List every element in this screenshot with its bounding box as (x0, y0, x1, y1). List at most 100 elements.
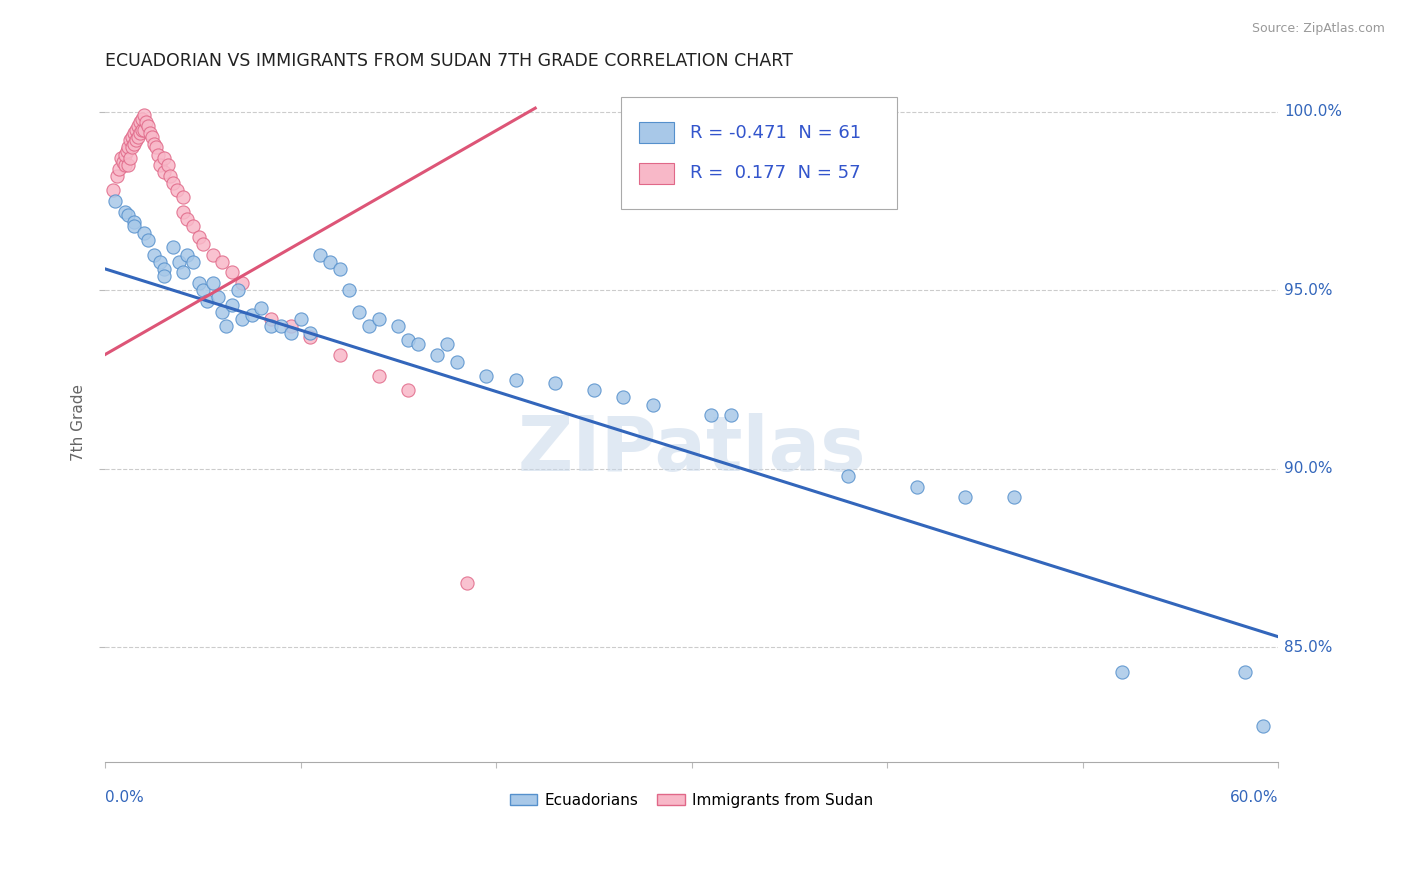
Point (191, 236, 214, 251)
Point (114, 147, 136, 161)
Point (955, 491, 977, 505)
Point (211, 304, 233, 318)
Point (120, 133, 142, 147)
Text: Source: ZipAtlas.com: Source: ZipAtlas.com (1251, 22, 1385, 36)
Point (231, 311, 253, 326)
Point (136, 233, 159, 247)
Point (211, 254, 233, 268)
Point (195, 293, 218, 308)
Point (132, 108, 155, 122)
Point (1111, 665, 1133, 680)
Point (146, 147, 169, 161)
Point (357, 318, 380, 333)
Point (132, 122, 155, 136)
Text: 90.0%: 90.0% (1284, 461, 1333, 476)
Point (339, 283, 361, 297)
Point (162, 176, 184, 190)
Point (176, 247, 198, 261)
Point (221, 297, 243, 311)
Point (131, 122, 153, 136)
Text: 95.0%: 95.0% (1284, 283, 1333, 298)
Text: ZIPatlas: ZIPatlas (517, 413, 866, 487)
Point (142, 247, 165, 261)
Point (201, 276, 224, 290)
Point (152, 268, 174, 283)
Point (641, 398, 664, 412)
Point (117, 208, 139, 222)
Point (367, 311, 389, 326)
Point (127, 119, 149, 133)
Point (172, 265, 194, 279)
Point (201, 247, 224, 261)
Point (159, 169, 181, 183)
Bar (638, 163, 673, 184)
Point (436, 337, 458, 351)
Point (290, 311, 312, 326)
Point (105, 169, 128, 183)
Legend: Ecuadorians, Immigrants from Sudan: Ecuadorians, Immigrants from Sudan (503, 787, 880, 814)
Text: 0.0%: 0.0% (105, 789, 143, 805)
Point (309, 247, 332, 261)
Point (172, 190, 194, 204)
Point (139, 126, 162, 140)
Point (1002, 491, 1025, 505)
Point (280, 326, 302, 340)
Point (299, 329, 322, 343)
Point (700, 409, 723, 423)
Point (117, 140, 139, 154)
Text: 85.0%: 85.0% (1284, 640, 1333, 655)
Point (132, 226, 155, 240)
Point (115, 144, 138, 158)
Point (187, 229, 209, 244)
Point (121, 140, 143, 154)
Point (905, 480, 928, 494)
Point (1234, 665, 1257, 680)
Point (104, 194, 127, 208)
Point (142, 136, 165, 151)
Text: 60.0%: 60.0% (1230, 789, 1278, 805)
Point (387, 318, 409, 333)
Point (240, 308, 263, 322)
Point (505, 373, 527, 387)
Point (121, 129, 143, 144)
Point (191, 283, 214, 297)
Point (127, 129, 149, 144)
Point (176, 211, 198, 226)
Point (124, 126, 146, 140)
Point (152, 151, 174, 165)
Point (149, 158, 172, 172)
Point (299, 326, 322, 340)
Point (396, 384, 419, 398)
Point (114, 204, 136, 219)
Point (110, 151, 132, 165)
Point (166, 183, 188, 197)
Point (582, 384, 605, 398)
Point (406, 337, 429, 351)
Text: ECUADORIAN VS IMMIGRANTS FROM SUDAN 7TH GRADE CORRELATION CHART: ECUADORIAN VS IMMIGRANTS FROM SUDAN 7TH … (105, 53, 793, 70)
Point (114, 158, 136, 172)
Y-axis label: 7th Grade: 7th Grade (72, 384, 86, 461)
Point (131, 112, 153, 126)
Point (456, 576, 478, 591)
Point (231, 276, 253, 290)
Point (612, 391, 634, 405)
Point (260, 318, 283, 333)
Point (152, 261, 174, 276)
Point (152, 165, 174, 179)
Point (347, 304, 370, 318)
Point (181, 254, 204, 268)
Point (226, 283, 249, 297)
Point (260, 311, 283, 326)
Point (149, 254, 172, 268)
Point (120, 151, 142, 165)
Point (101, 183, 124, 197)
Text: R = -0.471  N = 61: R = -0.471 N = 61 (690, 124, 862, 142)
Point (720, 409, 742, 423)
Point (107, 161, 129, 176)
Point (125, 122, 148, 136)
Point (329, 261, 352, 276)
Point (426, 348, 449, 362)
Point (280, 318, 302, 333)
Point (129, 115, 152, 129)
Text: R =  0.177  N = 57: R = 0.177 N = 57 (690, 164, 860, 182)
